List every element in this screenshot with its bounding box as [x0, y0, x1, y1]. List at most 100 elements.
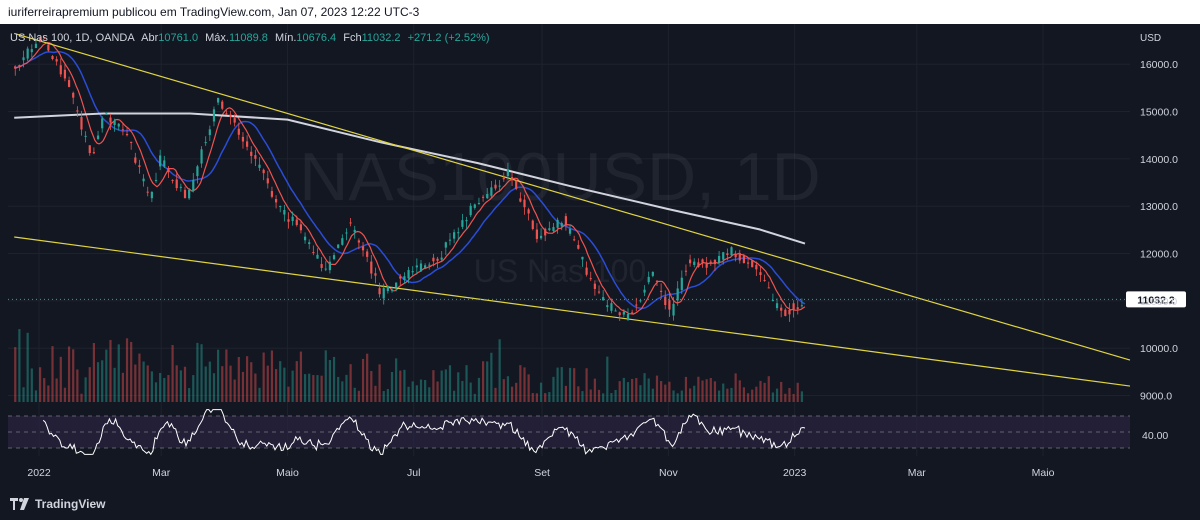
tradingview-logo[interactable]: TradingView: [10, 497, 105, 511]
volume-bar: [14, 347, 17, 402]
candle-body: [585, 267, 588, 275]
volume-bar: [345, 374, 348, 402]
candle-body: [689, 259, 692, 264]
last-price-line: 11032.2: [8, 291, 1186, 308]
watermark: NAS100USD, 1D US Nas 100: [299, 139, 821, 289]
candle-body: [345, 232, 348, 234]
volume-bar: [780, 381, 783, 402]
candle-body: [80, 117, 83, 130]
volume-bar: [258, 387, 261, 402]
candle-body: [241, 136, 245, 142]
candle-body: [602, 297, 605, 301]
candle-body: [573, 239, 576, 241]
volume-bar: [204, 366, 207, 402]
lower-trendline[interactable]: [14, 236, 1131, 387]
volume-bar: [38, 367, 42, 402]
x-tick-label: 2022: [27, 467, 51, 479]
y-tick-label: 10000.0: [1140, 343, 1178, 355]
candle-body: [59, 65, 62, 75]
volume-bar: [113, 367, 116, 402]
candle-body: [283, 209, 286, 215]
candle-body: [192, 180, 195, 192]
volume-bar: [506, 376, 510, 402]
candle-body: [597, 291, 601, 293]
candle-body: [510, 177, 514, 181]
time-axis[interactable]: 2022 Mar Maio Jul Set Nov 2023 Mar Maio: [27, 467, 1054, 479]
high-value: 11089.8: [228, 32, 268, 44]
candle-body: [258, 164, 261, 168]
volume-bar: [295, 361, 298, 402]
volume-bar: [374, 385, 377, 402]
volume-bar: [734, 373, 737, 402]
candle-body: [564, 216, 567, 226]
volume-bar: [88, 367, 91, 402]
volume-bar: [577, 386, 580, 402]
volume-bar: [167, 375, 170, 402]
candle-body: [254, 155, 257, 159]
candle-body: [159, 155, 162, 167]
candle-body: [746, 262, 750, 264]
volume-bar: [30, 368, 33, 402]
y-tick-label: 12000.0: [1140, 249, 1178, 261]
candle-body: [30, 49, 33, 53]
candle-body: [105, 112, 108, 114]
candle-body: [606, 305, 609, 308]
candle-body: [324, 268, 327, 270]
volume-bar: [55, 378, 58, 402]
candle-body: [651, 271, 654, 276]
volume-bar: [183, 366, 187, 402]
chart-canvas[interactable]: NAS100USD, 1D US Nas 100 11032.2 40.00 U…: [0, 24, 1200, 490]
volume-bar: [494, 387, 497, 402]
volume-bar: [581, 391, 584, 402]
upper-trendline[interactable]: [14, 32, 1131, 361]
volume-bar: [142, 361, 145, 402]
candle-body: [14, 66, 17, 69]
volume-bar: [680, 390, 683, 402]
candle-body: [494, 184, 497, 189]
volume-bar: [200, 344, 203, 402]
candle-body: [395, 282, 398, 288]
candle-body: [759, 272, 762, 276]
volume-bar: [179, 370, 182, 402]
y-tick-label: 11000.0: [1140, 296, 1177, 308]
x-tick-label: Maio: [1032, 467, 1055, 479]
candle-body: [506, 169, 510, 177]
candle-body: [47, 44, 50, 51]
candle-body: [465, 220, 468, 222]
volume-bar: [80, 393, 83, 402]
candle-body: [792, 303, 795, 310]
volume-bar: [225, 349, 228, 402]
symbol-title[interactable]: US Nas 100, 1D, OANDA: [10, 32, 135, 44]
volume-bar: [535, 393, 539, 402]
candle-body: [370, 261, 373, 274]
volume-bar: [796, 382, 799, 402]
candle-body: [763, 279, 766, 281]
candle-body: [200, 149, 203, 164]
volume-bar: [308, 373, 311, 402]
volume-bar: [697, 376, 700, 402]
volume-bar: [59, 356, 62, 402]
candle-body: [266, 178, 269, 184]
volume-bar: [560, 367, 563, 402]
candle-body: [150, 191, 153, 199]
candle-body: [701, 259, 704, 263]
volume-bar: [72, 349, 75, 402]
candle-body: [672, 303, 675, 316]
candle-body: [130, 141, 133, 143]
last-price-tag[interactable]: [1126, 291, 1186, 308]
close-label: Fch: [343, 32, 362, 44]
candle-body: [171, 179, 174, 181]
price-axis[interactable]: USD 16000.0 15000.0 14000.0 13000.0 12000.0 11…: [1140, 33, 1178, 403]
candle-body: [593, 283, 596, 289]
candle-body: [204, 142, 207, 144]
volume-bar: [469, 382, 472, 402]
candle-body: [308, 242, 311, 245]
candle-body: [225, 113, 228, 115]
candle-body: [101, 118, 104, 129]
candle-body: [535, 229, 539, 239]
candle-body: [332, 255, 336, 260]
volume-bar: [192, 375, 195, 402]
trendlines[interactable]: [14, 32, 1131, 387]
candle-body: [664, 296, 667, 306]
candle-body: [63, 69, 67, 79]
